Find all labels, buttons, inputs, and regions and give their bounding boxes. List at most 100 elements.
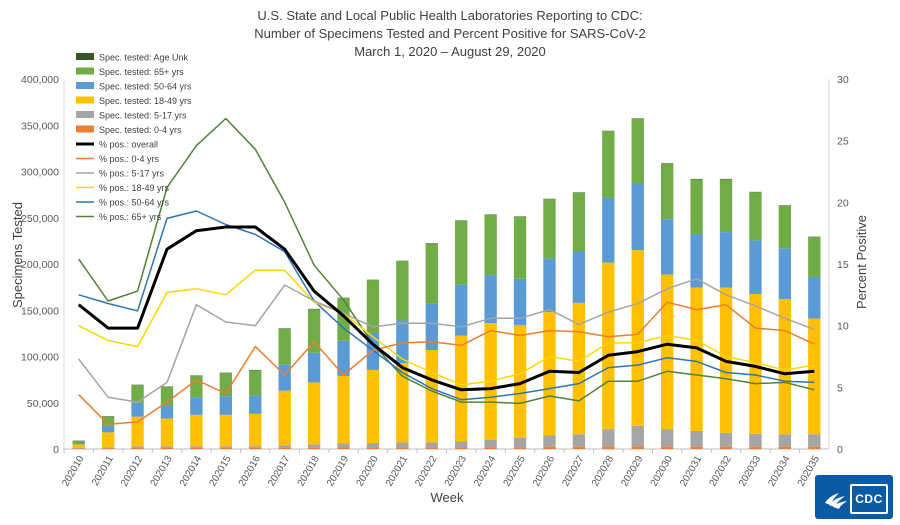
bar-segment [219,414,233,447]
bar-segment [631,446,644,449]
bar-segment [631,250,644,426]
y-tick-label: 400,000 [21,74,59,86]
bar-segment [190,414,203,447]
bar-segment [307,447,321,449]
x-tick-label: 202024 [472,454,498,489]
bar-segment [749,240,762,295]
bar-segment [72,441,85,443]
bar-segment [660,274,674,430]
bar-segment [190,397,203,415]
series-line [78,269,815,386]
bar-segment [513,437,527,448]
bar-segment [307,382,321,445]
bar-segment [72,444,85,449]
bar-segment [337,443,350,448]
bar-segment [572,446,586,449]
bar-segment [190,375,203,398]
bar-segment [808,434,821,447]
bar-segment [484,439,497,448]
legend-label: % pos.: 50-64 yrs [99,198,170,208]
bar-segment [602,429,615,447]
x-tick-label: 202021 [384,454,410,489]
bar-segment [219,396,233,415]
chart-title-line-1: U.S. State and Local Public Health Labor… [257,8,643,23]
bar-segment [602,262,615,430]
bar-segment [160,446,174,448]
chart-title-line-3: March 1, 2020 – August 29, 2020 [354,44,546,59]
cdc-logo-text: CDC [850,484,888,514]
bar-segment [572,251,586,303]
bar-segment [425,350,438,443]
bar-segment [660,219,674,275]
bar-segment [425,447,438,449]
bar-segment [131,447,144,449]
bar-segment [249,413,262,447]
x-tick-label: 202012 [119,454,145,489]
bar-segment [455,447,468,449]
bar-segment [307,444,321,448]
bar-segment [455,284,468,336]
cdc-logo: CDC [815,475,893,519]
bar-segment [484,214,497,276]
bar-segment [160,387,174,406]
bar-segment [396,261,409,321]
y2-tick-label: 10 [837,321,849,333]
legend-swatch [76,125,94,133]
legend-label: % pos.: 18-49 yrs [99,183,170,193]
series-line [78,210,815,401]
bar-segment [190,446,203,448]
y-axis-label: Specimens Tested [10,202,25,308]
bar-segment [808,318,821,435]
chart-title-line-2: Number of Specimens Tested and Percent P… [254,26,646,41]
bar-segment [513,278,527,326]
legend-swatch [76,67,94,75]
bar-segment [366,447,380,449]
bar-segment [396,320,409,363]
bar-segment [366,442,380,448]
series-line [78,278,815,403]
series-line [78,117,815,405]
y2-tick-label: 20 [837,197,849,209]
x-tick-label: 202027 [560,454,586,489]
bar-segment [278,390,291,446]
legend-label: % pos.: 0-4 yrs [99,154,160,164]
bar-segment [572,434,586,447]
legend-swatch [76,82,94,89]
legend-label: Spec. tested: 5-17 yrs [99,111,187,121]
legend-label: % pos.: overall [99,140,158,150]
bar-segment [690,287,703,431]
bar-segment [337,447,350,449]
x-tick-label: 202023 [443,454,469,489]
bar-segment [778,248,792,300]
bar-segment [278,445,291,448]
bar-segment [778,434,792,447]
y2-tick-label: 0 [837,444,843,456]
y-tick-label: 100,000 [21,352,59,364]
bar-segment [396,442,409,448]
bar-segment [808,446,821,449]
bar-segment [160,405,174,419]
bar-segment [543,435,556,447]
x-tick-label: 202029 [619,454,645,489]
bar-segment [484,447,497,449]
y-tick-label: 300,000 [21,167,59,179]
bar-segment [572,192,586,252]
bar-segment [101,432,115,448]
bar-segment [602,446,615,449]
bar-segment [337,340,350,376]
bar-segment [396,362,409,443]
y-tick-label: 0 [53,444,59,456]
x-tick-label: 202026 [531,454,557,489]
bar-segment [131,402,144,417]
bar-segment [602,197,615,263]
x-tick-label: 202010 [60,454,86,489]
bar-segment [808,237,821,277]
bar-segment [631,425,644,447]
bar-segment [543,258,556,313]
bar-segment [660,446,674,449]
bar-segment [425,303,438,351]
bar-segment [219,446,233,448]
bar-segment [307,352,321,383]
x-tick-label: 202025 [502,454,528,489]
